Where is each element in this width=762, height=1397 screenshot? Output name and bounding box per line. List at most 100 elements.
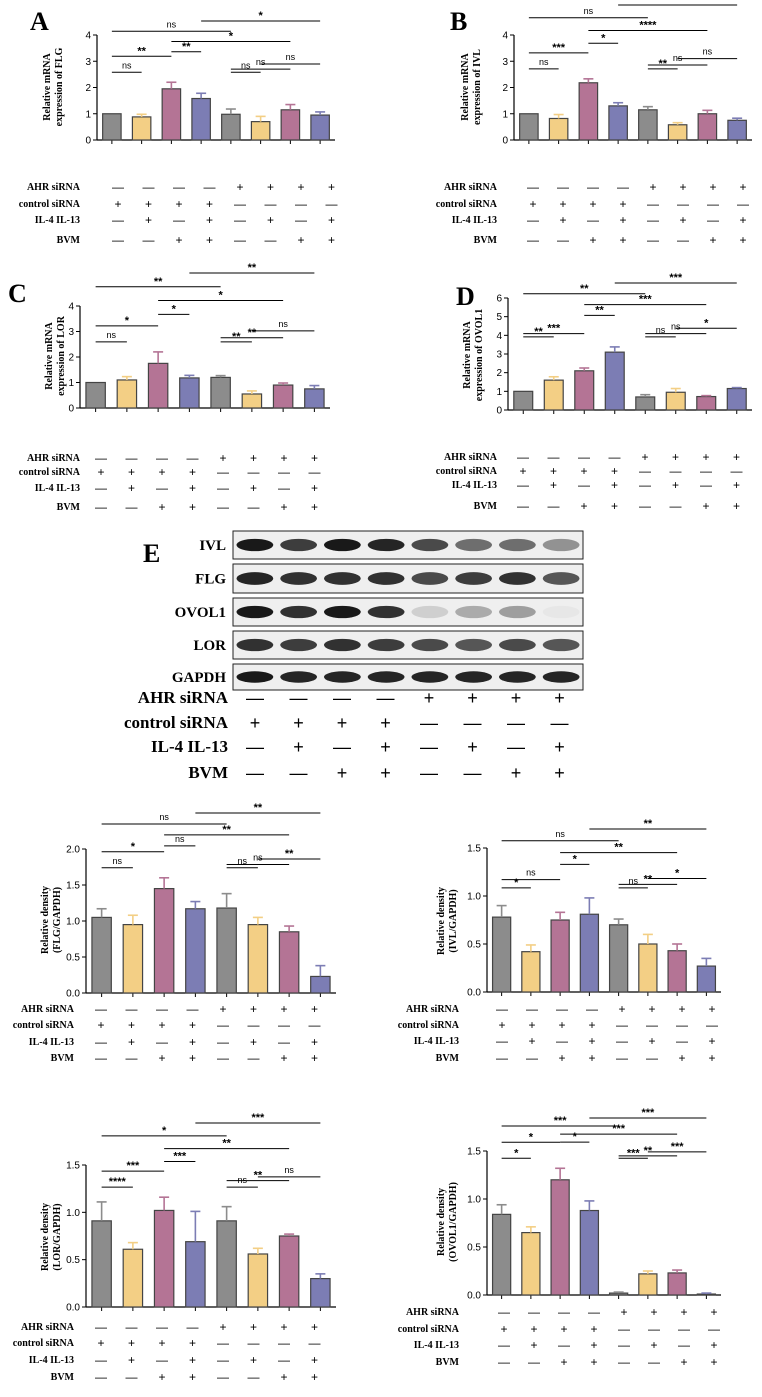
condition-symbol: + <box>189 1353 196 1367</box>
condition-symbol: + <box>128 465 135 479</box>
blot-band <box>367 572 405 585</box>
bar <box>216 907 237 994</box>
bar <box>153 1209 175 1308</box>
significance-label: ns <box>278 319 288 329</box>
y-tick-label: 2.0 <box>66 845 80 856</box>
condition-symbol: + <box>672 450 679 464</box>
condition-symbol: — <box>187 451 199 465</box>
significance-label: ** <box>595 304 604 316</box>
condition-symbol: + <box>589 197 596 211</box>
condition-symbol: — <box>616 1051 628 1065</box>
bar <box>216 1220 237 1308</box>
bar <box>304 388 325 409</box>
condition-label: IL-4 IL-13 <box>414 1036 459 1047</box>
condition-symbol: + <box>219 1002 226 1016</box>
condition-symbol: + <box>114 197 121 211</box>
blot-band <box>236 671 274 683</box>
y-tick-label: 2 <box>502 83 508 94</box>
blot-band <box>324 605 361 619</box>
condition-symbol: + <box>739 233 746 247</box>
condition-symbol: — <box>464 763 482 783</box>
significance-label: ns <box>167 19 177 29</box>
condition-symbol: + <box>97 1336 104 1350</box>
condition-symbol: — <box>377 688 395 708</box>
condition-symbol: — <box>609 450 621 464</box>
condition-symbol: + <box>267 180 274 194</box>
condition-label: IL-4 IL-13 <box>414 1340 459 1351</box>
condition-symbol: — <box>676 1034 688 1048</box>
condition-label: IL-4 IL-13 <box>151 737 228 756</box>
condition-symbol: + <box>588 1018 595 1032</box>
y-tick-label: 3 <box>68 327 74 338</box>
condition-symbol: — <box>290 688 308 708</box>
condition-symbol: + <box>710 1355 717 1369</box>
significance-label: *** <box>251 1112 265 1124</box>
condition-symbol: — <box>326 197 338 211</box>
condition-symbol: + <box>280 500 287 514</box>
condition-symbol: — <box>588 1305 600 1319</box>
significance-label: * <box>162 1125 167 1137</box>
y-tick-label: 0.0 <box>66 989 80 1000</box>
condition-symbol: — <box>333 737 351 757</box>
condition-symbol: — <box>498 1305 510 1319</box>
condition-symbol: — <box>578 478 590 492</box>
y-axis-label-line: expression of IVL <box>472 49 483 125</box>
condition-symbol: + <box>128 1035 135 1049</box>
condition-symbol: + <box>206 213 213 227</box>
condition-symbol: + <box>733 450 740 464</box>
panel-letter: C <box>8 279 27 308</box>
condition-symbol: — <box>95 500 107 514</box>
condition-symbol: — <box>278 1018 290 1032</box>
bar <box>667 124 688 141</box>
condition-symbol: — <box>95 1051 107 1065</box>
y-tick-label: 1.0 <box>66 917 80 928</box>
blot-band <box>236 538 274 552</box>
bar <box>310 975 331 994</box>
condition-symbol: + <box>702 450 709 464</box>
condition-symbol: + <box>618 1002 625 1016</box>
condition-label: control siRNA <box>124 713 229 732</box>
condition-symbol: — <box>112 180 124 194</box>
condition-symbol: — <box>248 465 260 479</box>
bar <box>102 113 122 141</box>
condition-symbol: + <box>311 500 318 514</box>
condition-symbol: + <box>189 1051 196 1065</box>
condition-symbol: — <box>112 233 124 247</box>
condition-symbol: + <box>739 180 746 194</box>
blot-band <box>324 671 361 683</box>
condition-symbol: + <box>650 1305 657 1319</box>
significance-label: ** <box>658 58 667 70</box>
blot-band <box>411 538 449 552</box>
y-axis-label-line: (FLG/GAPDH) <box>52 887 63 953</box>
condition-symbol: + <box>558 1051 565 1065</box>
significance-label: ns <box>526 868 536 878</box>
significance-label: ns <box>539 57 549 67</box>
condition-symbol: — <box>234 197 246 211</box>
condition-symbol: + <box>559 213 566 227</box>
y-axis-label-line: Relative mRNA <box>44 321 55 389</box>
condition-label: control siRNA <box>19 199 81 210</box>
condition-symbol: — <box>95 1002 107 1016</box>
panel-letter: A <box>30 7 49 36</box>
condition-symbol: + <box>337 713 348 733</box>
y-axis-label-line: expression of FLG <box>54 47 65 126</box>
condition-symbol: + <box>528 1018 535 1032</box>
significance-label: ** <box>182 41 191 53</box>
condition-label: BVM <box>188 763 228 782</box>
significance-label: * <box>514 877 519 889</box>
condition-symbol: — <box>548 499 560 513</box>
condition-symbol: + <box>560 1322 567 1336</box>
blot-band <box>542 638 580 652</box>
blot-band <box>411 605 449 619</box>
significance-label: ** <box>232 331 241 343</box>
condition-symbol: + <box>267 213 274 227</box>
significance-label: ns <box>628 876 638 886</box>
significance-label: ** <box>644 818 653 830</box>
bar <box>247 1253 269 1308</box>
condition-symbol: + <box>580 464 587 478</box>
condition-symbol: — <box>678 1338 690 1352</box>
condition-symbol: + <box>189 1018 196 1032</box>
significance-label: *** <box>173 1151 187 1163</box>
condition-symbol: — <box>587 180 599 194</box>
condition-symbol: — <box>265 233 277 247</box>
